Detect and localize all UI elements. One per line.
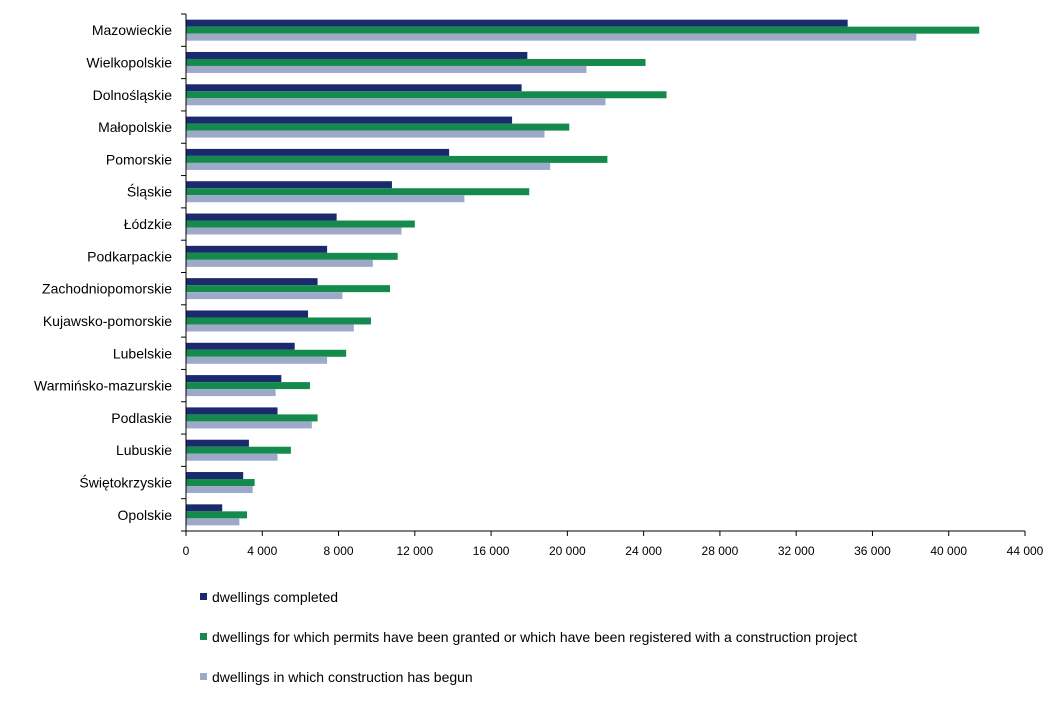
bar-swietokrzyskie-series-1	[186, 472, 244, 480]
legend-label: dwellings completed	[212, 588, 339, 605]
bar-malopolskie-series-3	[186, 130, 545, 138]
legend-label: dwellings in which construction has begu…	[212, 668, 473, 685]
chart-root: Mazowieckie Wielkopolskie Dolnośląskie Mało…	[34, 13, 1044, 685]
bar-lubuskie-series-3	[186, 453, 278, 461]
bar-kujawsko-pomorskie-series-3	[186, 324, 354, 332]
x-tick-label: 20 000	[549, 544, 586, 558]
bar-slaskie-series-3	[186, 195, 465, 203]
x-tick-label: 24 000	[625, 544, 662, 558]
category-label-lubuskie: Lubuskie	[116, 442, 172, 458]
x-tick-label: 0	[183, 544, 190, 558]
bar-pomorskie-series-2	[186, 155, 608, 163]
bar-wielkopolskie-series-1	[186, 51, 528, 59]
category-label-dolnoslaskie: Dolnośląskie	[93, 87, 173, 103]
bar-slaskie-series-1	[186, 181, 392, 189]
legend-swatch	[200, 673, 207, 680]
category-label-lubelskie: Lubelskie	[113, 345, 172, 361]
bar-dolnoslaskie-series-1	[186, 84, 522, 92]
bar-podlaskie-series-1	[186, 407, 278, 415]
bar-mazowieckie-series-2	[186, 26, 980, 34]
bar-zachodniopomorskie-series-2	[186, 285, 391, 293]
axes-group	[181, 13, 1026, 536]
bar-podlaskie-series-2	[186, 414, 318, 422]
bar-lubuskie-series-1	[186, 439, 249, 447]
bar-lubelskie-series-2	[186, 349, 347, 357]
legend-swatch	[200, 593, 207, 600]
x-tick-label: 44 000	[1007, 544, 1044, 558]
bar-lodzkie-series-1	[186, 213, 337, 221]
bar-swietokrzyskie-series-2	[186, 479, 255, 487]
category-label-wielkopolskie: Wielkopolskie	[86, 54, 172, 70]
x-tick-label: 8 000	[324, 544, 354, 558]
bar-zachodniopomorskie-series-1	[186, 278, 318, 286]
category-label-pomorskie: Pomorskie	[106, 151, 172, 167]
bar-podkarpackie-series-2	[186, 252, 398, 260]
legend: dwellings completed dwellings for which p…	[200, 588, 857, 708]
x-tick-label: 16 000	[473, 544, 510, 558]
category-label-kujawsko-pomorskie: Kujawsko-pomorskie	[43, 313, 172, 329]
bar-lodzkie-series-3	[186, 227, 402, 235]
bar-podlaskie-series-3	[186, 421, 312, 429]
bar-lodzkie-series-2	[186, 220, 415, 228]
category-label-opolskie: Opolskie	[118, 507, 173, 523]
bar-warminsko-mazurskie-series-1	[186, 375, 282, 383]
bar-lubelskie-series-3	[186, 356, 328, 364]
bar-podkarpackie-series-3	[186, 259, 373, 267]
bar-dolnoslaskie-series-3	[186, 98, 606, 106]
legend-swatch	[200, 633, 207, 640]
x-tick-label: 32 000	[778, 544, 815, 558]
bar-slaskie-series-2	[186, 188, 530, 196]
bar-podkarpackie-series-1	[186, 245, 328, 253]
category-label-swietokrzyskie: Świętokrzyskie	[79, 474, 172, 491]
bar-mazowieckie-series-1	[186, 19, 848, 27]
x-tick-label: 36 000	[854, 544, 891, 558]
x-tick-label: 12 000	[396, 544, 433, 558]
bar-swietokrzyskie-series-3	[186, 486, 253, 494]
bars-group	[186, 19, 980, 526]
legend-item-3: dwellings in which construction has begu…	[200, 668, 857, 685]
legend-item-1: dwellings completed	[200, 588, 857, 605]
category-label-warminsko-mazurskie: Warmińsko-mazurskie	[34, 378, 172, 394]
category-label-zachodniopomorskie: Zachodniopomorskie	[42, 281, 172, 297]
bar-warminsko-mazurskie-series-2	[186, 382, 310, 390]
bar-wielkopolskie-series-3	[186, 65, 587, 73]
bar-kujawsko-pomorskie-series-1	[186, 310, 309, 318]
x-tick-label: 28 000	[702, 544, 739, 558]
bar-lubelskie-series-1	[186, 342, 295, 350]
x-tick-label: 4 000	[247, 544, 277, 558]
bar-warminsko-mazurskie-series-3	[186, 389, 276, 397]
bar-malopolskie-series-1	[186, 116, 513, 124]
category-label-podkarpackie: Podkarpackie	[87, 248, 172, 264]
bar-wielkopolskie-series-2	[186, 58, 646, 66]
bar-opolskie-series-2	[186, 511, 248, 519]
labels-group: Mazowieckie Wielkopolskie Dolnośląskie Mało…	[34, 22, 1044, 558]
bar-opolskie-series-1	[186, 504, 223, 512]
bar-opolskie-series-3	[186, 518, 240, 526]
category-label-mazowieckie: Mazowieckie	[92, 22, 172, 38]
bar-pomorskie-series-3	[186, 162, 551, 170]
category-label-slaskie: Śląskie	[127, 183, 172, 200]
bar-lubuskie-series-2	[186, 446, 291, 454]
x-tick-label: 40 000	[930, 544, 967, 558]
bar-kujawsko-pomorskie-series-2	[186, 317, 371, 325]
category-label-podlaskie: Podlaskie	[111, 410, 172, 426]
bar-malopolskie-series-2	[186, 123, 570, 131]
bar-dolnoslaskie-series-2	[186, 91, 667, 99]
legend-label: dwellings for which permits have been gr…	[212, 628, 858, 645]
legend-item-2: dwellings for which permits have been gr…	[200, 628, 857, 645]
bar-zachodniopomorskie-series-3	[186, 292, 343, 300]
bar-pomorskie-series-1	[186, 148, 450, 156]
bar-mazowieckie-series-3	[186, 33, 917, 41]
category-label-lodzkie: Łódzkie	[124, 216, 172, 232]
category-label-malopolskie: Małopolskie	[98, 119, 172, 135]
bar-chart: Mazowieckie Wielkopolskie Dolnośląskie Mało…	[34, 13, 1044, 558]
